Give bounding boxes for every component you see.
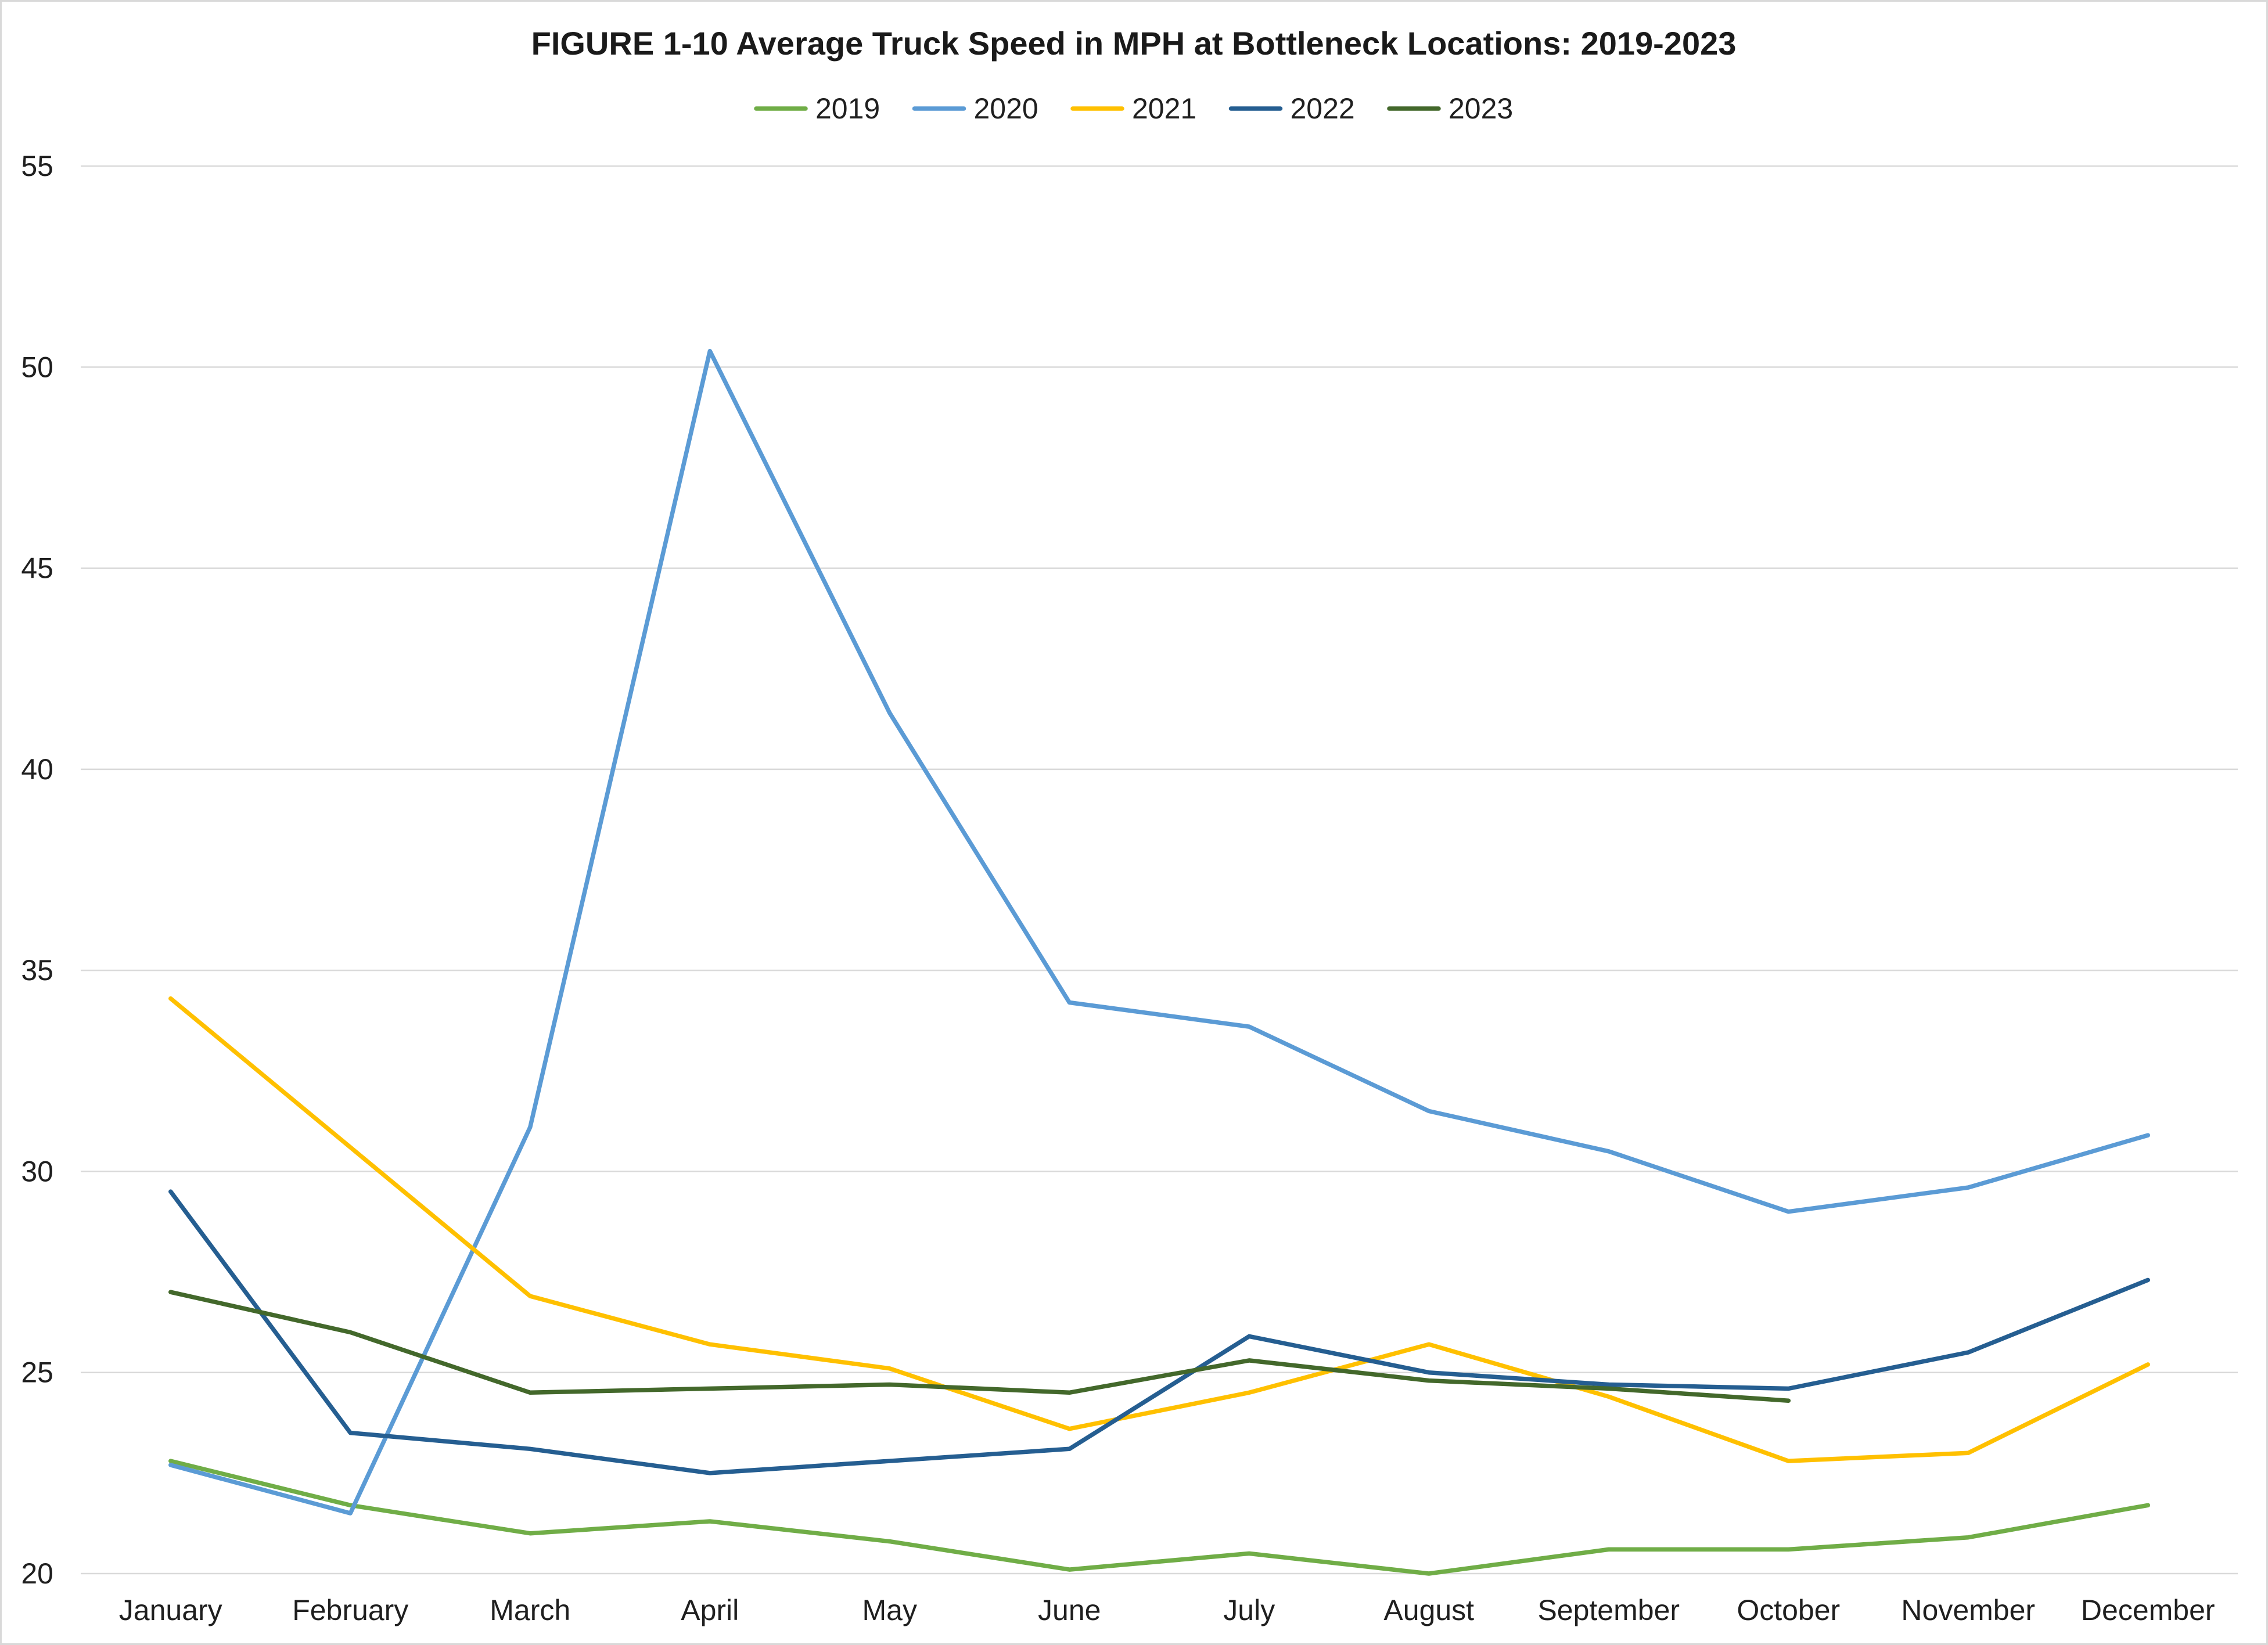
legend-label: 2020 bbox=[974, 92, 1038, 125]
legend-item-2022: 2022 bbox=[1228, 92, 1355, 125]
x-tick-label: October bbox=[1737, 1594, 1840, 1626]
x-tick-label: January bbox=[119, 1594, 222, 1626]
legend-item-2023: 2023 bbox=[1387, 92, 1513, 125]
legend-item-2021: 2021 bbox=[1070, 92, 1196, 125]
series-line-2021 bbox=[168, 996, 2151, 1463]
x-tick-label: November bbox=[1901, 1594, 2035, 1626]
series-lines bbox=[168, 348, 2151, 1576]
x-tick-label: August bbox=[1383, 1594, 1474, 1626]
y-axis-tick-labels: 20 25 30 35 40 45 50 55 bbox=[21, 150, 53, 1590]
y-tick-label: 35 bbox=[21, 954, 53, 987]
x-tick-label: June bbox=[1038, 1594, 1101, 1626]
legend-label: 2022 bbox=[1291, 92, 1355, 125]
y-tick-label: 25 bbox=[21, 1356, 53, 1389]
x-axis-tick-labels: January February March April May June July Augu… bbox=[119, 1594, 2215, 1626]
legend-label: 2019 bbox=[815, 92, 880, 125]
x-tick-label: May bbox=[862, 1594, 917, 1626]
y-tick-label: 50 bbox=[21, 351, 53, 383]
series-line-2019 bbox=[168, 1459, 2151, 1576]
series-line-2020 bbox=[168, 348, 2151, 1516]
gridlines bbox=[81, 165, 2238, 1575]
x-tick-label: December bbox=[2081, 1594, 2215, 1626]
legend-label: 2023 bbox=[1448, 92, 1513, 125]
legend-label: 2021 bbox=[1132, 92, 1196, 125]
chart-title: FIGURE 1-10 Average Truck Speed in MPH a… bbox=[531, 25, 1737, 62]
y-tick-label: 45 bbox=[21, 552, 53, 585]
legend: 2019 2020 2021 2022 2023 bbox=[754, 92, 1513, 125]
x-tick-label: February bbox=[292, 1594, 408, 1626]
x-tick-label: July bbox=[1223, 1594, 1275, 1626]
legend-item-2020: 2020 bbox=[912, 92, 1038, 125]
series-line-2023 bbox=[168, 1290, 1791, 1403]
y-tick-label: 55 bbox=[21, 150, 53, 182]
x-tick-label: March bbox=[490, 1594, 570, 1626]
x-tick-label: April bbox=[681, 1594, 739, 1626]
y-tick-label: 40 bbox=[21, 753, 53, 786]
y-tick-label: 30 bbox=[21, 1155, 53, 1187]
y-tick-label: 20 bbox=[21, 1557, 53, 1590]
legend-item-2019: 2019 bbox=[754, 92, 880, 125]
series-line-2022 bbox=[168, 1189, 2151, 1475]
x-tick-label: September bbox=[1537, 1594, 1680, 1626]
